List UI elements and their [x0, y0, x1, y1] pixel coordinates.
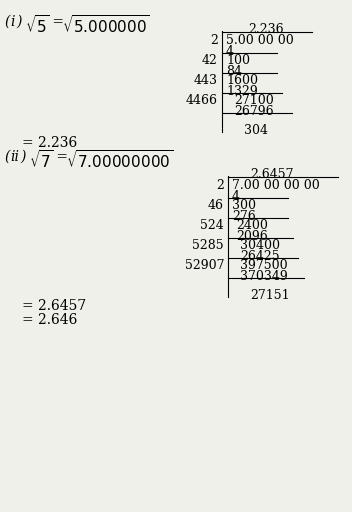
Text: ): )	[16, 15, 21, 29]
Text: 524: 524	[200, 219, 224, 232]
Text: 7.00 00 00 00: 7.00 00 00 00	[232, 179, 320, 192]
Text: 443: 443	[194, 74, 218, 87]
Text: 1329: 1329	[226, 85, 258, 98]
Text: 300: 300	[232, 199, 256, 212]
Text: 52907: 52907	[184, 259, 224, 272]
Text: 100: 100	[226, 54, 250, 67]
Text: 2: 2	[216, 179, 224, 192]
Text: 2400: 2400	[236, 219, 268, 232]
Text: 1600: 1600	[226, 74, 258, 87]
Text: 370349: 370349	[240, 270, 288, 283]
Text: = 2.646: = 2.646	[22, 313, 77, 327]
Text: 4: 4	[232, 190, 240, 203]
Text: 84: 84	[226, 65, 242, 78]
Text: =: =	[52, 150, 73, 164]
Text: 304: 304	[244, 124, 268, 137]
Text: 2.6457: 2.6457	[250, 168, 294, 181]
Text: = 2.6457: = 2.6457	[22, 299, 86, 313]
Text: (: (	[4, 150, 10, 164]
Text: 4466: 4466	[186, 94, 218, 107]
Text: 26425: 26425	[240, 250, 279, 263]
Text: 30400: 30400	[240, 239, 280, 252]
Text: 397500: 397500	[240, 259, 288, 272]
Text: 2: 2	[210, 34, 218, 47]
Text: 5285: 5285	[193, 239, 224, 252]
Text: (: (	[4, 15, 10, 29]
Text: 26796: 26796	[234, 105, 274, 118]
Text: $\sqrt{5}$: $\sqrt{5}$	[25, 14, 50, 36]
Text: $\sqrt{7}$: $\sqrt{7}$	[29, 149, 54, 171]
Text: 2.236: 2.236	[248, 23, 284, 36]
Text: 2096: 2096	[236, 230, 268, 243]
Text: 46: 46	[208, 199, 224, 212]
Text: 5.00 00 00: 5.00 00 00	[226, 34, 294, 47]
Text: =: =	[48, 15, 68, 29]
Text: ii: ii	[10, 150, 19, 164]
Text: $\sqrt{5.000000}$: $\sqrt{5.000000}$	[62, 14, 150, 36]
Text: = 2.236: = 2.236	[22, 136, 77, 150]
Text: $\sqrt{7.00000000}$: $\sqrt{7.00000000}$	[66, 149, 174, 171]
Text: 276: 276	[232, 210, 256, 223]
Text: ): )	[20, 150, 25, 164]
Text: 27151: 27151	[250, 289, 290, 302]
Text: 42: 42	[202, 54, 218, 67]
Text: i: i	[10, 15, 14, 29]
Text: 4: 4	[226, 45, 234, 58]
Text: 27100: 27100	[234, 94, 274, 107]
